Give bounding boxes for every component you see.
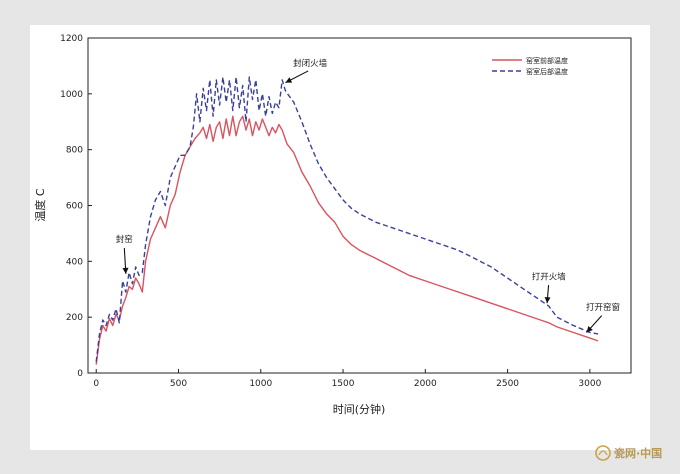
watermark-text: 瓷网·中国 — [614, 446, 662, 460]
annotation-label: 封窑 — [116, 234, 133, 245]
y-tick-label: 800 — [66, 146, 83, 156]
y-tick-label: 200 — [66, 313, 83, 323]
y-axis: 0 200 400 600 800 1000 1200 — [60, 34, 92, 379]
x-tick-label: 1500 — [332, 379, 355, 389]
legend: 窑室前部温度 窑室后部温度 — [492, 56, 568, 76]
y-tick-label: 600 — [66, 202, 83, 212]
x-tick-label: 3000 — [578, 379, 601, 389]
series-layer — [95, 76, 599, 365]
y-tick-label: 0 — [77, 369, 83, 379]
annotation-label: 打开窑窗 — [586, 302, 620, 313]
porcelain-logo-icon — [595, 445, 611, 461]
x-axis-title: 时间(分钟) — [333, 402, 386, 416]
series-line-front — [95, 115, 599, 365]
annotation-arrowhead — [586, 326, 593, 333]
watermark: 瓷网·中国 — [595, 445, 662, 461]
annotation-arrowhead — [122, 267, 129, 274]
legend-label-front: 窑室前部温度 — [526, 56, 568, 65]
series-line-rear — [95, 76, 599, 362]
annotation-arrowhead — [544, 296, 551, 304]
annotation-label: 封闭火墙 — [293, 58, 328, 69]
x-tick-label: 2000 — [414, 379, 437, 389]
y-tick-label: 1000 — [60, 90, 83, 100]
legend-label-rear: 窑室后部温度 — [526, 67, 568, 76]
y-tick-label: 1200 — [60, 34, 83, 44]
x-axis: 0 500 1000 1500 2000 2500 3000 — [93, 369, 602, 389]
annotation-label: 打开火墙 — [532, 271, 567, 282]
x-tick-label: 500 — [170, 379, 187, 389]
photo-paper — [30, 25, 650, 450]
y-axis-title: 温度 C — [33, 188, 47, 221]
x-tick-label: 1000 — [249, 379, 272, 389]
y-tick-label: 400 — [66, 257, 83, 267]
x-tick-label: 2500 — [496, 379, 519, 389]
annotation-arrowhead — [285, 77, 293, 83]
x-tick-label: 0 — [93, 379, 99, 389]
